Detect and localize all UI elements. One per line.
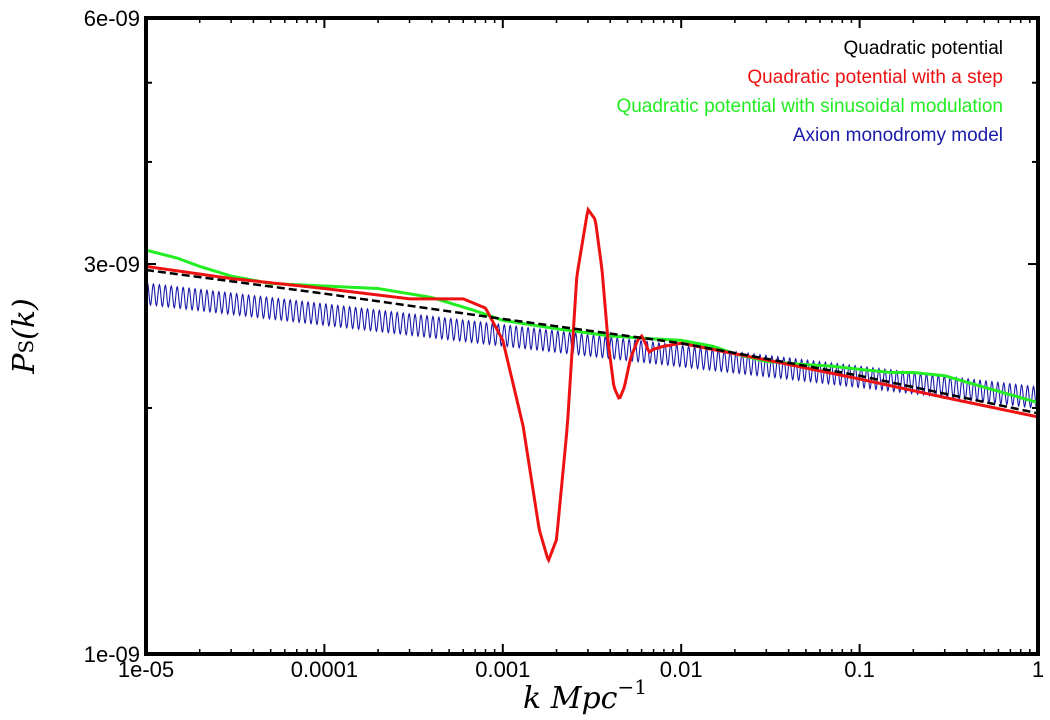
y-tick-label: 1e-09 bbox=[84, 642, 140, 667]
legend-label-1: Quadratic potential bbox=[844, 38, 1004, 59]
plot-frame bbox=[144, 16, 1040, 656]
x-tick-label: 1e-05 bbox=[118, 657, 174, 682]
axes-layer: 1e-05 0.0001 0.001 0.01 0.1 1 1e-09 3e-09 6e-09 bbox=[84, 6, 1044, 682]
x-tick-label: 1 bbox=[1032, 657, 1044, 682]
x-tick-label: 0.1 bbox=[844, 657, 875, 682]
legend-label-2: Quadratic potential with a step bbox=[747, 67, 1003, 88]
legend-label-3: Quadratic potential with sinusoidal modu… bbox=[616, 96, 1003, 117]
x-tick-label: 0.01 bbox=[660, 657, 703, 682]
y-axis-title: PS(k) bbox=[7, 298, 42, 374]
legend: Quadratic potential Quadratic potential w… bbox=[616, 38, 1003, 146]
series-line-1 bbox=[146, 268, 1038, 415]
y-tick-label: 3e-09 bbox=[84, 252, 140, 277]
series-layer bbox=[146, 206, 1038, 564]
x-tick-label: 0.0001 bbox=[291, 657, 358, 682]
y-tick-label: 6e-09 bbox=[84, 6, 140, 31]
series-line-4 bbox=[146, 282, 1038, 410]
x-tick-label: 0.001 bbox=[475, 657, 530, 682]
legend-label-4: Axion monodromy model bbox=[793, 125, 1003, 146]
series-line-2 bbox=[146, 206, 1038, 564]
x-axis-title: k Mpc−1 bbox=[523, 675, 647, 716]
